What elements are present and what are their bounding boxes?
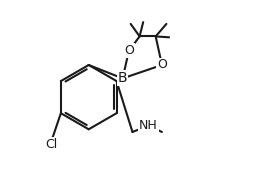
Text: O: O [157,58,167,71]
Text: NH: NH [139,119,158,132]
Text: B: B [118,71,127,85]
Text: O: O [124,44,134,57]
Text: Cl: Cl [45,138,57,151]
